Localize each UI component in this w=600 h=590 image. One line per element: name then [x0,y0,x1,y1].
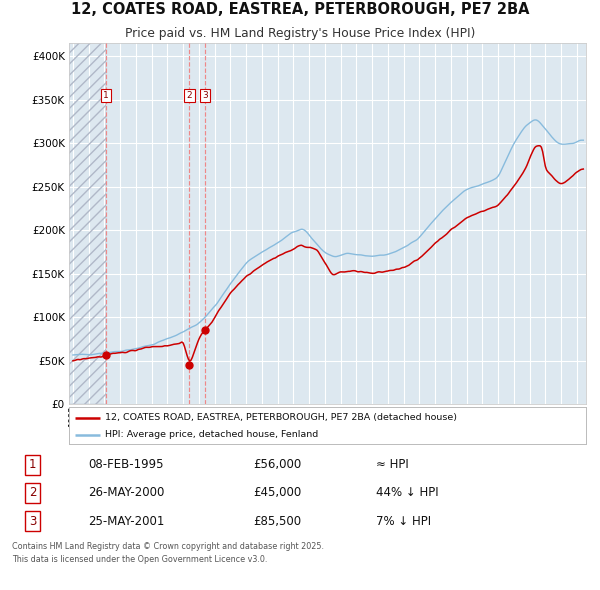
Text: Contains HM Land Registry data © Crown copyright and database right 2025.
This d: Contains HM Land Registry data © Crown c… [12,542,324,563]
Text: Price paid vs. HM Land Registry's House Price Index (HPI): Price paid vs. HM Land Registry's House … [125,27,475,40]
Text: £45,000: £45,000 [253,486,301,500]
Text: 08-FEB-1995: 08-FEB-1995 [88,458,164,471]
Text: £56,000: £56,000 [253,458,301,471]
Text: 26-MAY-2000: 26-MAY-2000 [88,486,164,500]
Text: 1: 1 [29,458,36,471]
Text: 25-MAY-2001: 25-MAY-2001 [88,514,164,527]
Text: £85,500: £85,500 [253,514,301,527]
Text: HPI: Average price, detached house, Fenland: HPI: Average price, detached house, Fenl… [105,430,319,439]
Text: 2: 2 [187,91,192,100]
Text: 2: 2 [29,486,36,500]
Text: 3: 3 [202,91,208,100]
Text: 44% ↓ HPI: 44% ↓ HPI [376,486,439,500]
Text: 7% ↓ HPI: 7% ↓ HPI [376,514,431,527]
Text: 3: 3 [29,514,36,527]
Text: 12, COATES ROAD, EASTREA, PETERBOROUGH, PE7 2BA: 12, COATES ROAD, EASTREA, PETERBOROUGH, … [71,2,529,17]
Text: 12, COATES ROAD, EASTREA, PETERBOROUGH, PE7 2BA (detached house): 12, COATES ROAD, EASTREA, PETERBOROUGH, … [105,413,457,422]
Text: ≈ HPI: ≈ HPI [376,458,409,471]
Text: 1: 1 [103,91,109,100]
